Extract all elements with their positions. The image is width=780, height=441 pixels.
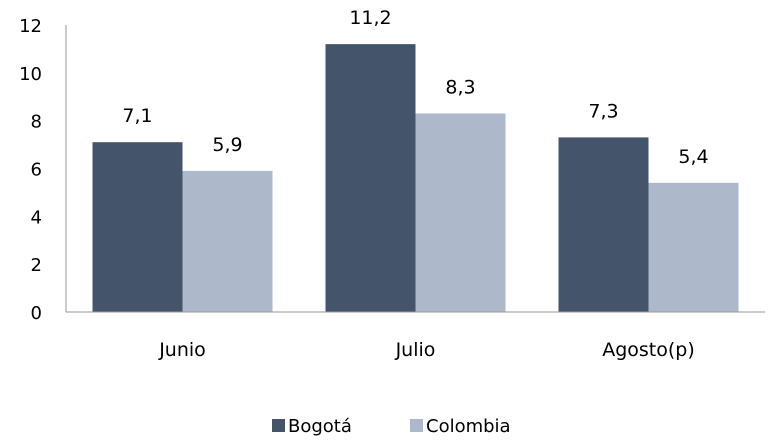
data-label: 8,3 [445,76,475,98]
y-axis: 0 2 4 6 8 10 12 [19,16,67,324]
y-tick-label: 6 [31,160,42,181]
x-tick-label: Julio [395,339,436,361]
y-tick-label: 0 [31,303,42,324]
legend-swatch [410,419,423,432]
y-tick-label: 8 [31,112,42,133]
legend-swatch [272,419,285,432]
bar-colombia-julio [415,113,506,312]
data-label: 7,1 [122,105,152,127]
y-tick-label: 10 [19,64,42,85]
y-tick-label: 4 [31,207,42,228]
bar-bogotá-agostop [558,137,649,312]
data-label: 5,4 [678,146,708,168]
data-labels: 7,1 5,9 11,2 8,3 7,3 5,4 [122,7,708,168]
legend: Bogotá Colombia [272,416,511,437]
bar-bogotá-julio [325,44,416,313]
data-label: 11,2 [349,7,391,29]
x-tick-label: Junio [158,339,206,361]
data-label: 7,3 [588,100,618,122]
bar-colombia-agostop [648,182,739,312]
data-label: 5,9 [212,134,242,156]
bars [92,44,739,313]
y-tick-label: 2 [31,255,42,276]
bar-bogotá-junio [92,142,183,312]
bar-colombia-junio [182,170,273,312]
x-axis: Junio Julio Agosto(p) [66,311,765,361]
legend-label: Colombia [426,416,511,437]
y-tick-label: 12 [19,16,42,37]
legend-label: Bogotá [288,416,352,437]
x-tick-label: Agosto(p) [602,339,695,361]
